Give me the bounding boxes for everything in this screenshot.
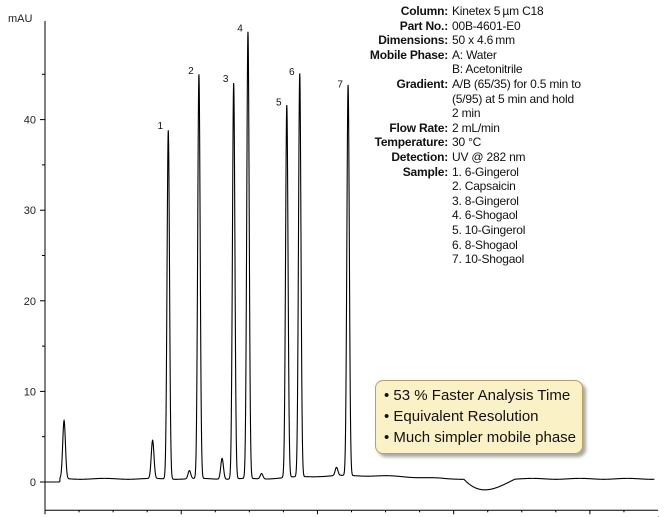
peak-label: 1: [157, 121, 163, 132]
condition-label: Part No.:: [399, 18, 448, 33]
x-tick-label: 6: [451, 515, 457, 517]
x-tick-label: 8: [587, 515, 593, 517]
peak-label: 2: [188, 66, 194, 77]
condition-label: Column:: [400, 4, 448, 18]
condition-row: Gradient: A/B (65/35) for 0.5 min to (5/…: [330, 77, 670, 121]
peak-label: 6: [289, 67, 295, 78]
condition-row: Sample: 1. 6-Gingerol 2. Capsaicin 3. 8-…: [330, 165, 670, 267]
condition-value: A/B (65/35) for 0.5 min to (5/95) at 5 m…: [452, 76, 581, 121]
x-tick-label: 4: [314, 515, 320, 517]
condition-value: 50 x 4.6 mm: [452, 33, 515, 48]
highlights-callout: 53 % Faster Analysis Time Equivalent Res…: [375, 380, 583, 454]
highlight-item: Equivalent Resolution: [384, 406, 582, 427]
x-tick-label: 0: [42, 515, 48, 517]
condition-row: Temperature: 30 °C: [330, 135, 670, 150]
condition-row: Mobile Phase: A: Water B: Acetonitrile: [330, 48, 670, 77]
peak-label: 7: [337, 80, 343, 91]
condition-row: Flow Rate: 2 mL/min: [330, 121, 670, 136]
condition-value: 1. 6-Gingerol 2. Capsaicin 3. 8-Gingerol…: [452, 164, 526, 267]
peak-label: 4: [237, 23, 243, 34]
condition-row: Part No.: 00B-4601-E0: [330, 19, 670, 34]
condition-label: Sample:: [402, 164, 448, 179]
y-tick-label: 0: [30, 477, 36, 489]
condition-label: Dimensions:: [378, 33, 448, 48]
peak-label: 3: [223, 74, 229, 85]
highlight-item: Much simpler mobile phase: [384, 427, 582, 448]
highlight-item: 53 % Faster Analysis Time: [384, 385, 582, 406]
peak-label: 5: [276, 98, 282, 109]
chromatography-conditions: Column: Kinetex 5 µm C18 Part No.: 00B-4…: [330, 4, 670, 267]
condition-value: 00B-4601-E0: [452, 18, 521, 33]
condition-value: A: Water B: Acetonitrile: [452, 47, 523, 77]
condition-value: Kinetex 5 µm C18: [452, 4, 544, 18]
condition-row: Detection: UV @ 282 nm: [330, 150, 670, 165]
chromatogram-trace: [45, 31, 655, 491]
condition-row: Column: Kinetex 5 µm C18: [330, 4, 670, 19]
condition-value: UV @ 282 nm: [452, 149, 526, 164]
condition-label: Detection:: [391, 149, 448, 164]
condition-label: Flow Rate:: [389, 120, 448, 135]
y-tick-label: 10: [24, 386, 36, 398]
condition-value: 30 °C: [452, 135, 482, 150]
y-tick-label: 30: [24, 205, 36, 217]
y-tick-label: 20: [24, 296, 36, 308]
y-tick-label: 40: [24, 115, 36, 127]
condition-label: Temperature:: [374, 135, 449, 150]
x-tick-label: 2: [178, 515, 184, 517]
condition-label: Gradient:: [396, 76, 448, 91]
condition-label: Mobile Phase:: [369, 47, 448, 62]
x-axis-label: min: [648, 515, 666, 517]
y-axis-label: mAU: [8, 13, 33, 25]
condition-row: Dimensions: 50 x 4.6 mm: [330, 33, 670, 48]
condition-value: 2 mL/min: [452, 120, 500, 135]
